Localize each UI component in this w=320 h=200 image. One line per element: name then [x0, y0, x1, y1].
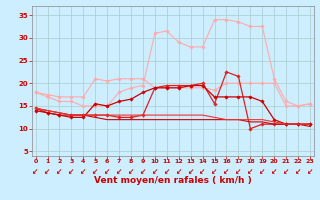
Text: ↙: ↙ — [68, 167, 75, 176]
Text: ↙: ↙ — [283, 167, 289, 176]
Text: ↙: ↙ — [295, 167, 301, 176]
Text: ↙: ↙ — [140, 167, 146, 176]
Text: ↙: ↙ — [32, 167, 39, 176]
Text: ↙: ↙ — [152, 167, 158, 176]
Text: ↙: ↙ — [188, 167, 194, 176]
Text: ↙: ↙ — [247, 167, 253, 176]
Text: ↙: ↙ — [307, 167, 313, 176]
Text: ↙: ↙ — [223, 167, 230, 176]
Text: ↙: ↙ — [92, 167, 99, 176]
X-axis label: Vent moyen/en rafales ( km/h ): Vent moyen/en rafales ( km/h ) — [94, 176, 252, 185]
Text: ↙: ↙ — [80, 167, 86, 176]
Text: ↙: ↙ — [44, 167, 51, 176]
Text: ↙: ↙ — [271, 167, 277, 176]
Text: ↙: ↙ — [259, 167, 266, 176]
Text: ↙: ↙ — [235, 167, 242, 176]
Text: ↙: ↙ — [199, 167, 206, 176]
Text: ↙: ↙ — [212, 167, 218, 176]
Text: ↙: ↙ — [164, 167, 170, 176]
Text: ↙: ↙ — [104, 167, 110, 176]
Text: ↙: ↙ — [116, 167, 122, 176]
Text: ↙: ↙ — [128, 167, 134, 176]
Text: ↙: ↙ — [176, 167, 182, 176]
Text: ↙: ↙ — [56, 167, 63, 176]
